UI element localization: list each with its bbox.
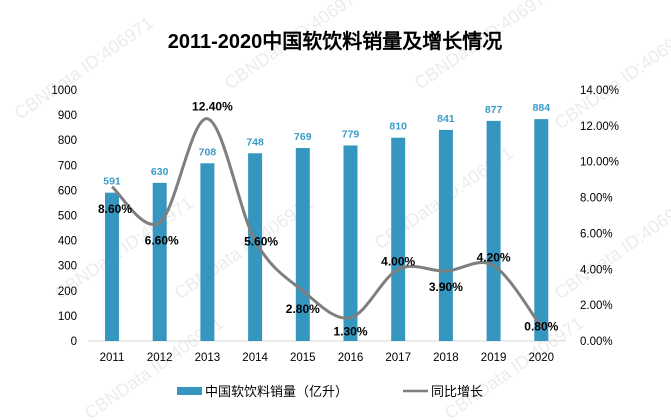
line-label: 8.60% [98,202,132,216]
x-tick-label: 2016 [338,352,364,364]
left-tick-label: 800 [58,135,77,147]
x-tick-label: 2018 [433,352,459,364]
left-tick-label: 600 [58,185,77,197]
left-tick-label: 1000 [51,85,77,97]
x-tick-label: 2013 [195,352,221,364]
line-label: 5.60% [244,235,278,249]
line-series: 8.60% 6.60% 12.40% 5.60% 2.80% 1.30% 4.00% 3.90… [98,100,559,339]
line-label: 2.80% [286,302,320,316]
bar-label: 810 [389,121,407,133]
bar-label: 779 [342,128,360,140]
bar-label: 630 [151,166,169,178]
watermark-text: CBNData ID:406971 [551,193,671,304]
right-tick-label: 4.00% [580,264,613,276]
left-axis: 0 100 200 300 400 500 600 700 800 900 1000 [51,85,77,348]
x-tick-label: 2012 [147,352,173,364]
bar [200,163,215,341]
line-label: 1.30% [333,325,367,339]
x-tick-label: 2011 [100,352,125,364]
line-label: 12.40% [192,100,233,114]
line-label: 4.20% [477,251,511,265]
x-tick-label: 2019 [481,352,507,364]
left-tick-label: 900 [58,110,77,122]
line-label: 6.60% [145,234,179,248]
bar [105,192,119,341]
left-tick-label: 500 [58,211,77,223]
line-label: 3.90% [429,280,463,294]
right-tick-label: 10.00% [580,157,619,169]
legend-label-line: 同比增长 [431,384,483,399]
left-tick-label: 700 [58,160,77,172]
right-tick-label: 8.00% [580,193,613,205]
bar [152,182,167,341]
right-tick-label: 6.00% [580,228,613,240]
bar [248,153,263,341]
bar-label: 877 [485,104,503,116]
growth-line [110,117,543,328]
bar-label: 708 [199,146,217,158]
left-tick-label: 400 [58,236,77,248]
bar [534,119,549,341]
bar [486,120,501,341]
chart-title: 2011-2020中国软饮料销量及增长情况 [168,29,503,53]
left-tick-label: 300 [58,261,77,273]
left-tick-label: 200 [58,286,77,298]
left-tick-label: 100 [58,311,77,323]
right-tick-label: 12.00% [580,121,619,133]
watermark-text: CBNData ID:406971 [11,13,157,124]
legend-label-bar: 中国软饮料销量（亿升） [205,384,348,399]
bar-label: 841 [437,113,455,125]
x-tick-label: 2017 [385,352,411,364]
left-tick-label: 0 [71,336,77,348]
right-tick-label: 2.00% [580,300,613,312]
right-tick-label: 14.00% [580,85,619,97]
bar-label: 884 [533,102,551,114]
right-axis: 0.00% 2.00% 4.00% 6.00% 8.00% 10.00% 12.00% 14.… [580,85,619,348]
legend-swatch-bar [177,387,202,395]
bar [343,145,358,341]
watermark-text: CBNData ID:406971 [441,313,587,420]
bar-label: 769 [294,131,312,143]
bar-label: 748 [246,136,264,148]
x-tick-label: 2015 [290,352,316,364]
bar [438,129,453,341]
x-tick-label: 2020 [529,352,555,364]
bar-label: 591 [103,176,121,188]
x-tick-label: 2014 [242,352,268,364]
legend: 中国软饮料销量（亿升） 同比增长 [177,384,483,399]
line-label: 0.80% [524,320,558,334]
right-tick-label: 0.00% [580,336,613,348]
line-label: 4.00% [381,254,415,268]
x-axis: 2011 2012 2013 2014 2015 2016 2017 2018 2019 2020 [100,352,554,364]
bar [391,137,406,341]
watermark-text: CBNData ID:406971 [551,23,671,134]
